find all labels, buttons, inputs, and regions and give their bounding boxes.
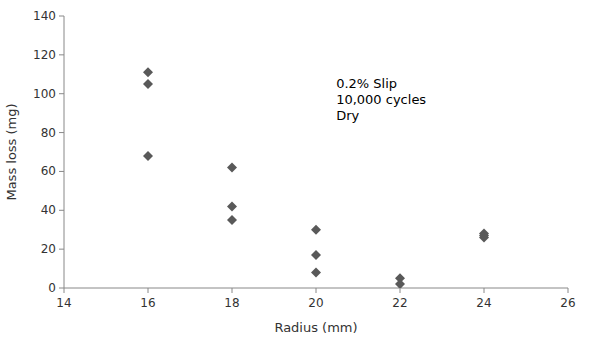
y-tick-label: 20 xyxy=(41,242,56,256)
y-axis-label: Mass loss (mg) xyxy=(4,103,19,200)
y-axis-line xyxy=(64,16,65,288)
y-tick xyxy=(59,93,64,94)
y-tick-label: 140 xyxy=(33,9,56,23)
annotation: 0.2% Slip10,000 cyclesDry xyxy=(336,76,426,123)
point xyxy=(143,67,153,77)
point xyxy=(143,151,153,161)
x-tick-label: 24 xyxy=(476,296,491,310)
y-tick-label: 40 xyxy=(41,203,56,217)
annotation-line: Dry xyxy=(336,108,359,123)
y-tick xyxy=(59,132,64,133)
y-tick xyxy=(59,249,64,250)
point xyxy=(311,225,321,235)
y-tick xyxy=(59,16,64,17)
y-tick xyxy=(59,288,64,289)
x-tick xyxy=(484,288,485,293)
y-tick-label: 100 xyxy=(33,87,56,101)
x-tick xyxy=(64,288,65,293)
x-tick xyxy=(316,288,317,293)
point xyxy=(311,267,321,277)
x-tick xyxy=(148,288,149,293)
points xyxy=(143,67,489,288)
point xyxy=(479,232,489,242)
point xyxy=(311,250,321,260)
point xyxy=(143,79,153,89)
x-tick-label: 14 xyxy=(56,296,71,310)
y-tick xyxy=(59,210,64,211)
y-tick xyxy=(59,54,64,55)
y-tick-label: 80 xyxy=(41,126,56,140)
x-tick xyxy=(568,288,569,293)
x-tick-label: 16 xyxy=(140,296,155,310)
x-tick-label: 20 xyxy=(308,296,323,310)
x-tick xyxy=(400,288,401,293)
y-axis: 0 20 40 60 80 100 120 140 xyxy=(33,9,64,295)
chart: 14 16 18 20 22 24 26 0 20 40 60 80 100 120 140 Radius (… xyxy=(0,0,590,342)
y-tick-label: 60 xyxy=(41,164,56,178)
x-tick-label: 26 xyxy=(560,296,575,310)
x-tick-label: 18 xyxy=(224,296,239,310)
chart-container: 14 16 18 20 22 24 26 0 20 40 60 80 100 120 140 Radius (… xyxy=(0,0,590,342)
x-axis-label: Radius (mm) xyxy=(274,320,357,335)
x-axis: 14 16 18 20 22 24 26 xyxy=(56,288,575,310)
page: {"chart_data": {"type": "scatter", "x": … xyxy=(0,0,590,342)
point xyxy=(227,163,237,173)
point xyxy=(395,279,405,288)
y-tick-label: 0 xyxy=(48,281,56,295)
y-tick xyxy=(59,171,64,172)
annotation-line: 10,000 cycles xyxy=(336,92,426,107)
y-tick-label: 120 xyxy=(33,48,56,62)
x-tick xyxy=(232,288,233,293)
x-tick-label: 22 xyxy=(392,296,407,310)
point xyxy=(227,201,237,211)
point xyxy=(227,215,237,225)
annotation-line: 0.2% Slip xyxy=(336,76,397,91)
